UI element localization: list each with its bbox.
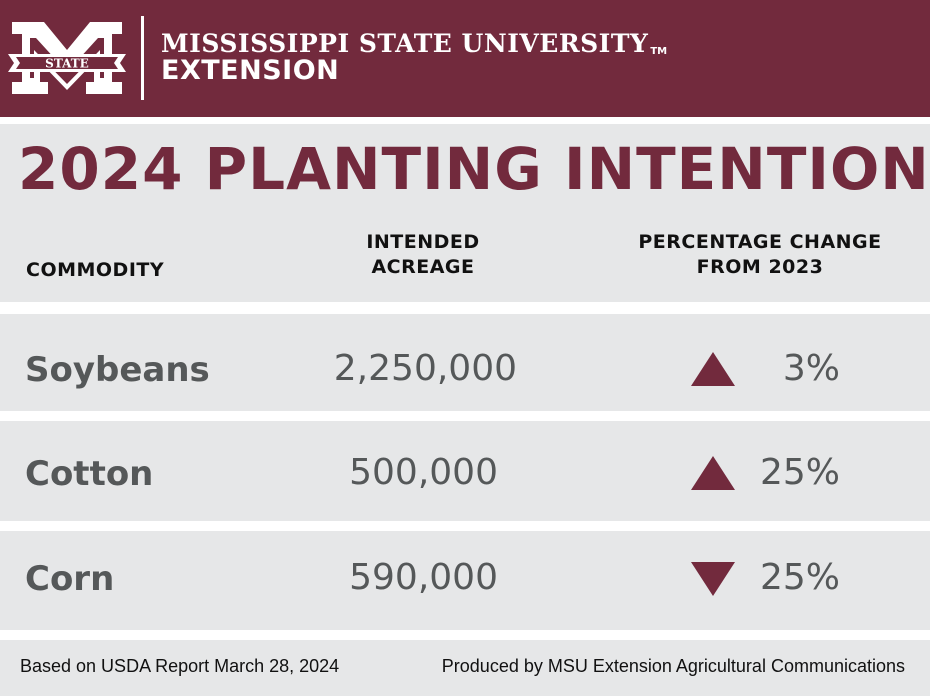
triangle-down-icon [691,562,735,596]
logo-wordmark: STATE [45,57,89,71]
change-cell: 25% [759,452,840,493]
commodity-cell: Soybeans [25,350,210,390]
column-header-acreage: INTENDED ACREAGE [290,230,556,280]
row-band-1 [0,314,930,411]
triangle-up-icon [691,352,735,386]
acreage-cell: 590,000 [349,557,498,598]
acreage-cell: 500,000 [349,452,498,493]
row-band-3 [0,531,930,630]
footer-credit: Produced by MSU Extension Agricultural C… [441,656,905,676]
title-band [0,124,930,302]
triangle-up-icon [691,456,735,490]
column-header-acreage-line-1: INTENDED [366,231,480,253]
change-cell: 3% [782,348,840,389]
extension-name: EXTENSION [161,55,340,86]
row-band-2 [0,421,930,521]
column-header-acreage-line-2: ACREAGE [371,256,475,278]
header-divider [141,16,144,100]
acreage-cell: 2,250,000 [333,348,517,389]
column-header-commodity: COMMODITY [26,258,164,283]
column-header-change-line-2: FROM 2023 [696,256,824,278]
footer-band [0,640,930,696]
university-name-text: MISSISSIPPI STATE UNIVERSITY [161,29,649,58]
header-banner: STATE MISSISSIPPI STATE UNIVERSITY TM EXT… [0,0,930,117]
column-header-change-line-1: PERCENTAGE CHANGE [638,231,882,253]
page-title: 2024 PLANTING INTENTIONS [18,135,930,203]
change-cell: 25% [759,557,840,598]
column-header-change: PERCENTAGE CHANGE FROM 2023 [600,230,920,280]
trademark-symbol: TM [650,46,668,57]
msu-m-state-logo-icon: STATE [8,22,126,94]
commodity-cell: Cotton [25,454,154,494]
footer-source: Based on USDA Report March 28, 2024 [20,656,340,676]
column-header-commodity-line: COMMODITY [26,259,165,281]
university-name: MISSISSIPPI STATE UNIVERSITY TM [161,29,667,67]
commodity-cell: Corn [25,559,115,599]
